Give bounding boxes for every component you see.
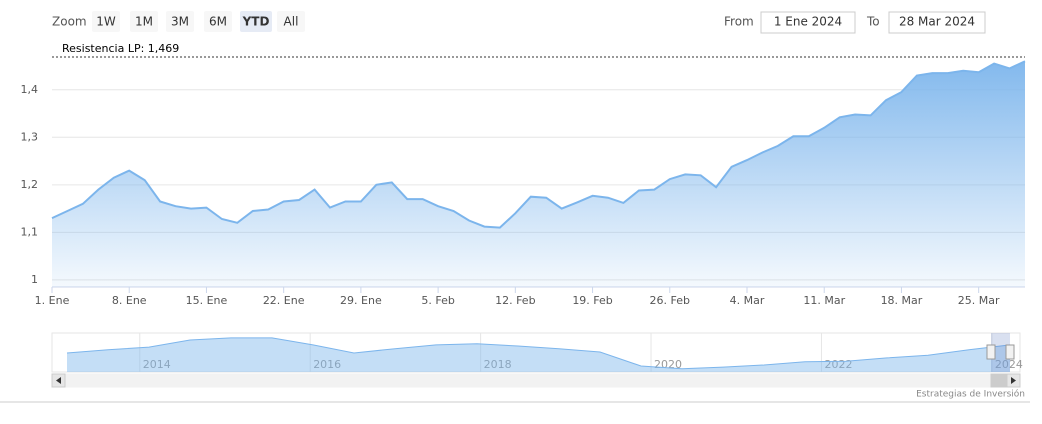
x-tick-label: 25. Mar [958, 294, 1000, 307]
x-tick-label: 11. Mar [803, 294, 845, 307]
to-value[interactable]: 28 Mar 2024 [899, 15, 975, 29]
zoom-button[interactable] [277, 11, 305, 32]
zoom-button[interactable] [92, 11, 120, 32]
x-tick-label: 18. Mar [881, 294, 923, 307]
x-tick-label: 12. Feb [495, 294, 535, 307]
y-tick-label: 1,2 [21, 178, 39, 191]
resistance-label: Resistencia LP: 1,469 [62, 42, 179, 55]
x-tick-label: 1. Ene [35, 294, 70, 307]
zoom-button-label[interactable]: 1W [96, 15, 116, 29]
navigator-tick-label: 2024 [995, 358, 1023, 371]
zoom-button-label[interactable]: 3M [171, 15, 189, 29]
y-tick-label: 1,3 [21, 130, 39, 143]
navigator-area [67, 337, 1010, 372]
credits: Estrategias de Inversión [916, 389, 1025, 400]
zoom-button[interactable] [204, 11, 232, 32]
navigator-tick-label: 2016 [313, 358, 341, 371]
area-fill [52, 61, 1025, 287]
navigator-frame [51, 332, 1021, 373]
x-tick-label: 29. Ene [340, 294, 382, 307]
to-input[interactable] [888, 11, 986, 34]
navigator-handle[interactable] [1005, 344, 1015, 360]
scrollbar-arrow [56, 377, 61, 384]
zoom-button[interactable] [166, 11, 194, 32]
x-tick-label: 19. Feb [572, 294, 612, 307]
y-tick-label: 1,1 [21, 225, 39, 238]
to-label: To [866, 15, 880, 29]
line [51, 60, 1026, 229]
scrollbar-arrow [1011, 377, 1016, 384]
x-tick-label: 15. Ene [186, 294, 228, 307]
zoom-button-label[interactable]: All [284, 15, 299, 29]
scrollbar-thumb[interactable] [990, 373, 1008, 388]
from-value[interactable]: 1 Ene 2024 [774, 15, 842, 29]
zoom-button[interactable] [240, 11, 272, 32]
x-tick-label: 5. Feb [421, 294, 454, 307]
zoom-button-label[interactable]: YTD [242, 15, 270, 29]
navigator-tick-label: 2014 [143, 358, 171, 371]
x-tick-label: 4. Mar [730, 294, 765, 307]
scrollbar-track[interactable] [51, 373, 1021, 388]
navigator-line [66, 337, 1011, 370]
navigator-mask [991, 333, 1010, 372]
zoom-label: Zoom [52, 15, 87, 29]
navigator-handle[interactable] [986, 344, 996, 360]
navigator-tick-label: 2018 [484, 358, 512, 371]
x-tick-label: 22. Ene [263, 294, 305, 307]
x-tick-label: 26. Feb [650, 294, 690, 307]
zoom-button[interactable] [130, 11, 158, 32]
x-tick-label: 8. Ene [112, 294, 147, 307]
zoom-button-label[interactable]: 6M [209, 15, 227, 29]
from-label: From [724, 15, 754, 29]
zoom-button-label[interactable]: 1M [135, 15, 153, 29]
from-input[interactable] [760, 11, 856, 34]
y-tick-label: 1,4 [21, 83, 39, 96]
y-tick-label: 1 [31, 273, 38, 286]
